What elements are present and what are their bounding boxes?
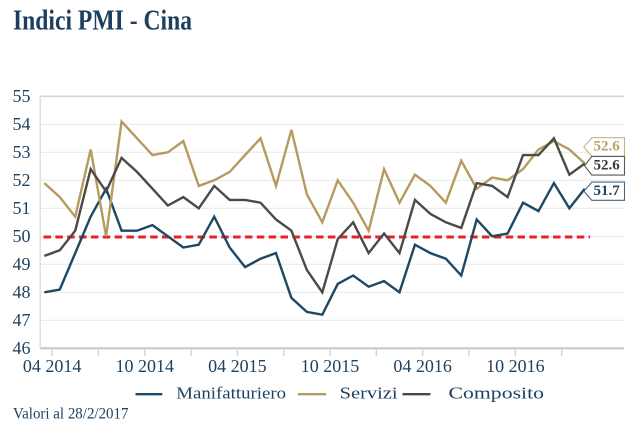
svg-text:Servizi: Servizi <box>340 384 398 403</box>
svg-text:52: 52 <box>13 170 31 190</box>
svg-text:46: 46 <box>13 338 31 358</box>
svg-text:52.6: 52.6 <box>593 139 620 155</box>
svg-text:54: 54 <box>13 114 31 134</box>
svg-text:10 2014: 10 2014 <box>115 356 174 376</box>
svg-text:47: 47 <box>13 310 31 330</box>
svg-text:Valori al 28/2/2017: Valori al 28/2/2017 <box>13 406 129 423</box>
svg-text:51: 51 <box>13 198 31 218</box>
svg-text:Composito: Composito <box>449 384 545 403</box>
svg-text:49: 49 <box>13 254 31 274</box>
svg-text:04 2016: 04 2016 <box>393 356 452 376</box>
svg-text:Indici PMI - Cina: Indici PMI - Cina <box>13 6 192 37</box>
svg-text:10 2015: 10 2015 <box>301 356 360 376</box>
svg-text:04 2014: 04 2014 <box>23 356 82 376</box>
svg-text:51.7: 51.7 <box>593 183 620 199</box>
svg-text:50: 50 <box>13 226 31 246</box>
svg-text:10 2016: 10 2016 <box>486 356 545 376</box>
svg-text:53: 53 <box>13 142 31 162</box>
svg-text:04 2015: 04 2015 <box>208 356 267 376</box>
svg-text:48: 48 <box>13 282 31 302</box>
svg-text:52.6: 52.6 <box>593 157 620 173</box>
svg-text:55: 55 <box>13 86 31 106</box>
svg-text:Manifatturiero: Manifatturiero <box>176 384 286 403</box>
